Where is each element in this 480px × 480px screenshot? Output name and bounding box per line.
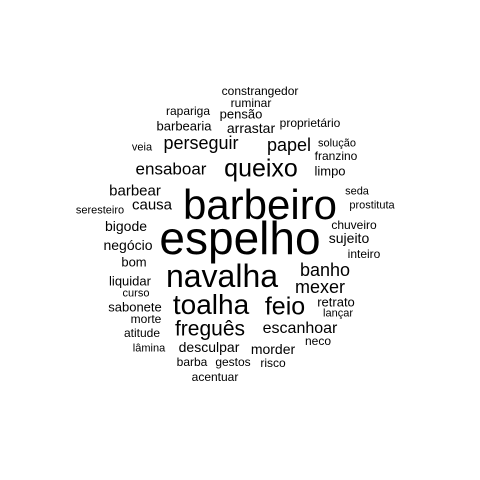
- word: prostituta: [349, 199, 395, 212]
- word: mexer: [294, 277, 346, 297]
- word: ensaboar: [135, 159, 207, 179]
- word: barbeiro: [182, 181, 338, 228]
- word: barbear: [109, 182, 161, 200]
- word: risco: [260, 356, 286, 370]
- word: feio: [264, 292, 306, 321]
- word: causa: [131, 196, 173, 214]
- word: neco: [304, 334, 332, 348]
- word: chuveiro: [331, 218, 377, 232]
- word: pensão: [219, 106, 263, 122]
- word: sabonete: [108, 299, 162, 315]
- word: lançar: [323, 307, 353, 320]
- word: sujeito: [328, 230, 370, 246]
- word: bom: [121, 254, 147, 270]
- word: limpo: [314, 163, 346, 179]
- word: queixo: [224, 154, 298, 183]
- word: seda: [345, 185, 369, 198]
- word: acentuar: [191, 370, 239, 384]
- word: rapariga: [165, 104, 211, 118]
- word: morte: [130, 312, 162, 326]
- word: inteiro: [347, 247, 381, 261]
- word: freguês: [174, 317, 246, 341]
- word: curso: [122, 287, 150, 300]
- word: constrangedor: [221, 84, 299, 98]
- word: ruminar: [230, 96, 272, 110]
- word: toalha: [172, 289, 250, 320]
- word: perseguir: [163, 133, 239, 153]
- word: lâmina: [132, 342, 166, 355]
- word: solução: [318, 137, 356, 150]
- word: banho: [299, 260, 351, 280]
- word: desculpar: [178, 339, 240, 355]
- word: negócio: [103, 237, 153, 253]
- word: espelho: [159, 212, 321, 264]
- word: bigode: [104, 218, 148, 234]
- word: proprietário: [279, 116, 341, 130]
- word: barba: [176, 355, 208, 369]
- word: retrato: [317, 294, 355, 310]
- word: escanhoar: [262, 320, 338, 337]
- word: barbearia: [156, 118, 212, 134]
- word: seresteiro: [75, 204, 125, 217]
- word: veia: [131, 141, 153, 154]
- word: papel: [266, 135, 312, 155]
- word: navalha: [165, 258, 279, 294]
- word: morder: [250, 341, 296, 357]
- word: franzino: [314, 149, 358, 163]
- word: arrastar: [226, 120, 276, 136]
- word: liquidar: [109, 273, 151, 289]
- word: gestos: [215, 355, 251, 369]
- word: atitude: [123, 326, 161, 340]
